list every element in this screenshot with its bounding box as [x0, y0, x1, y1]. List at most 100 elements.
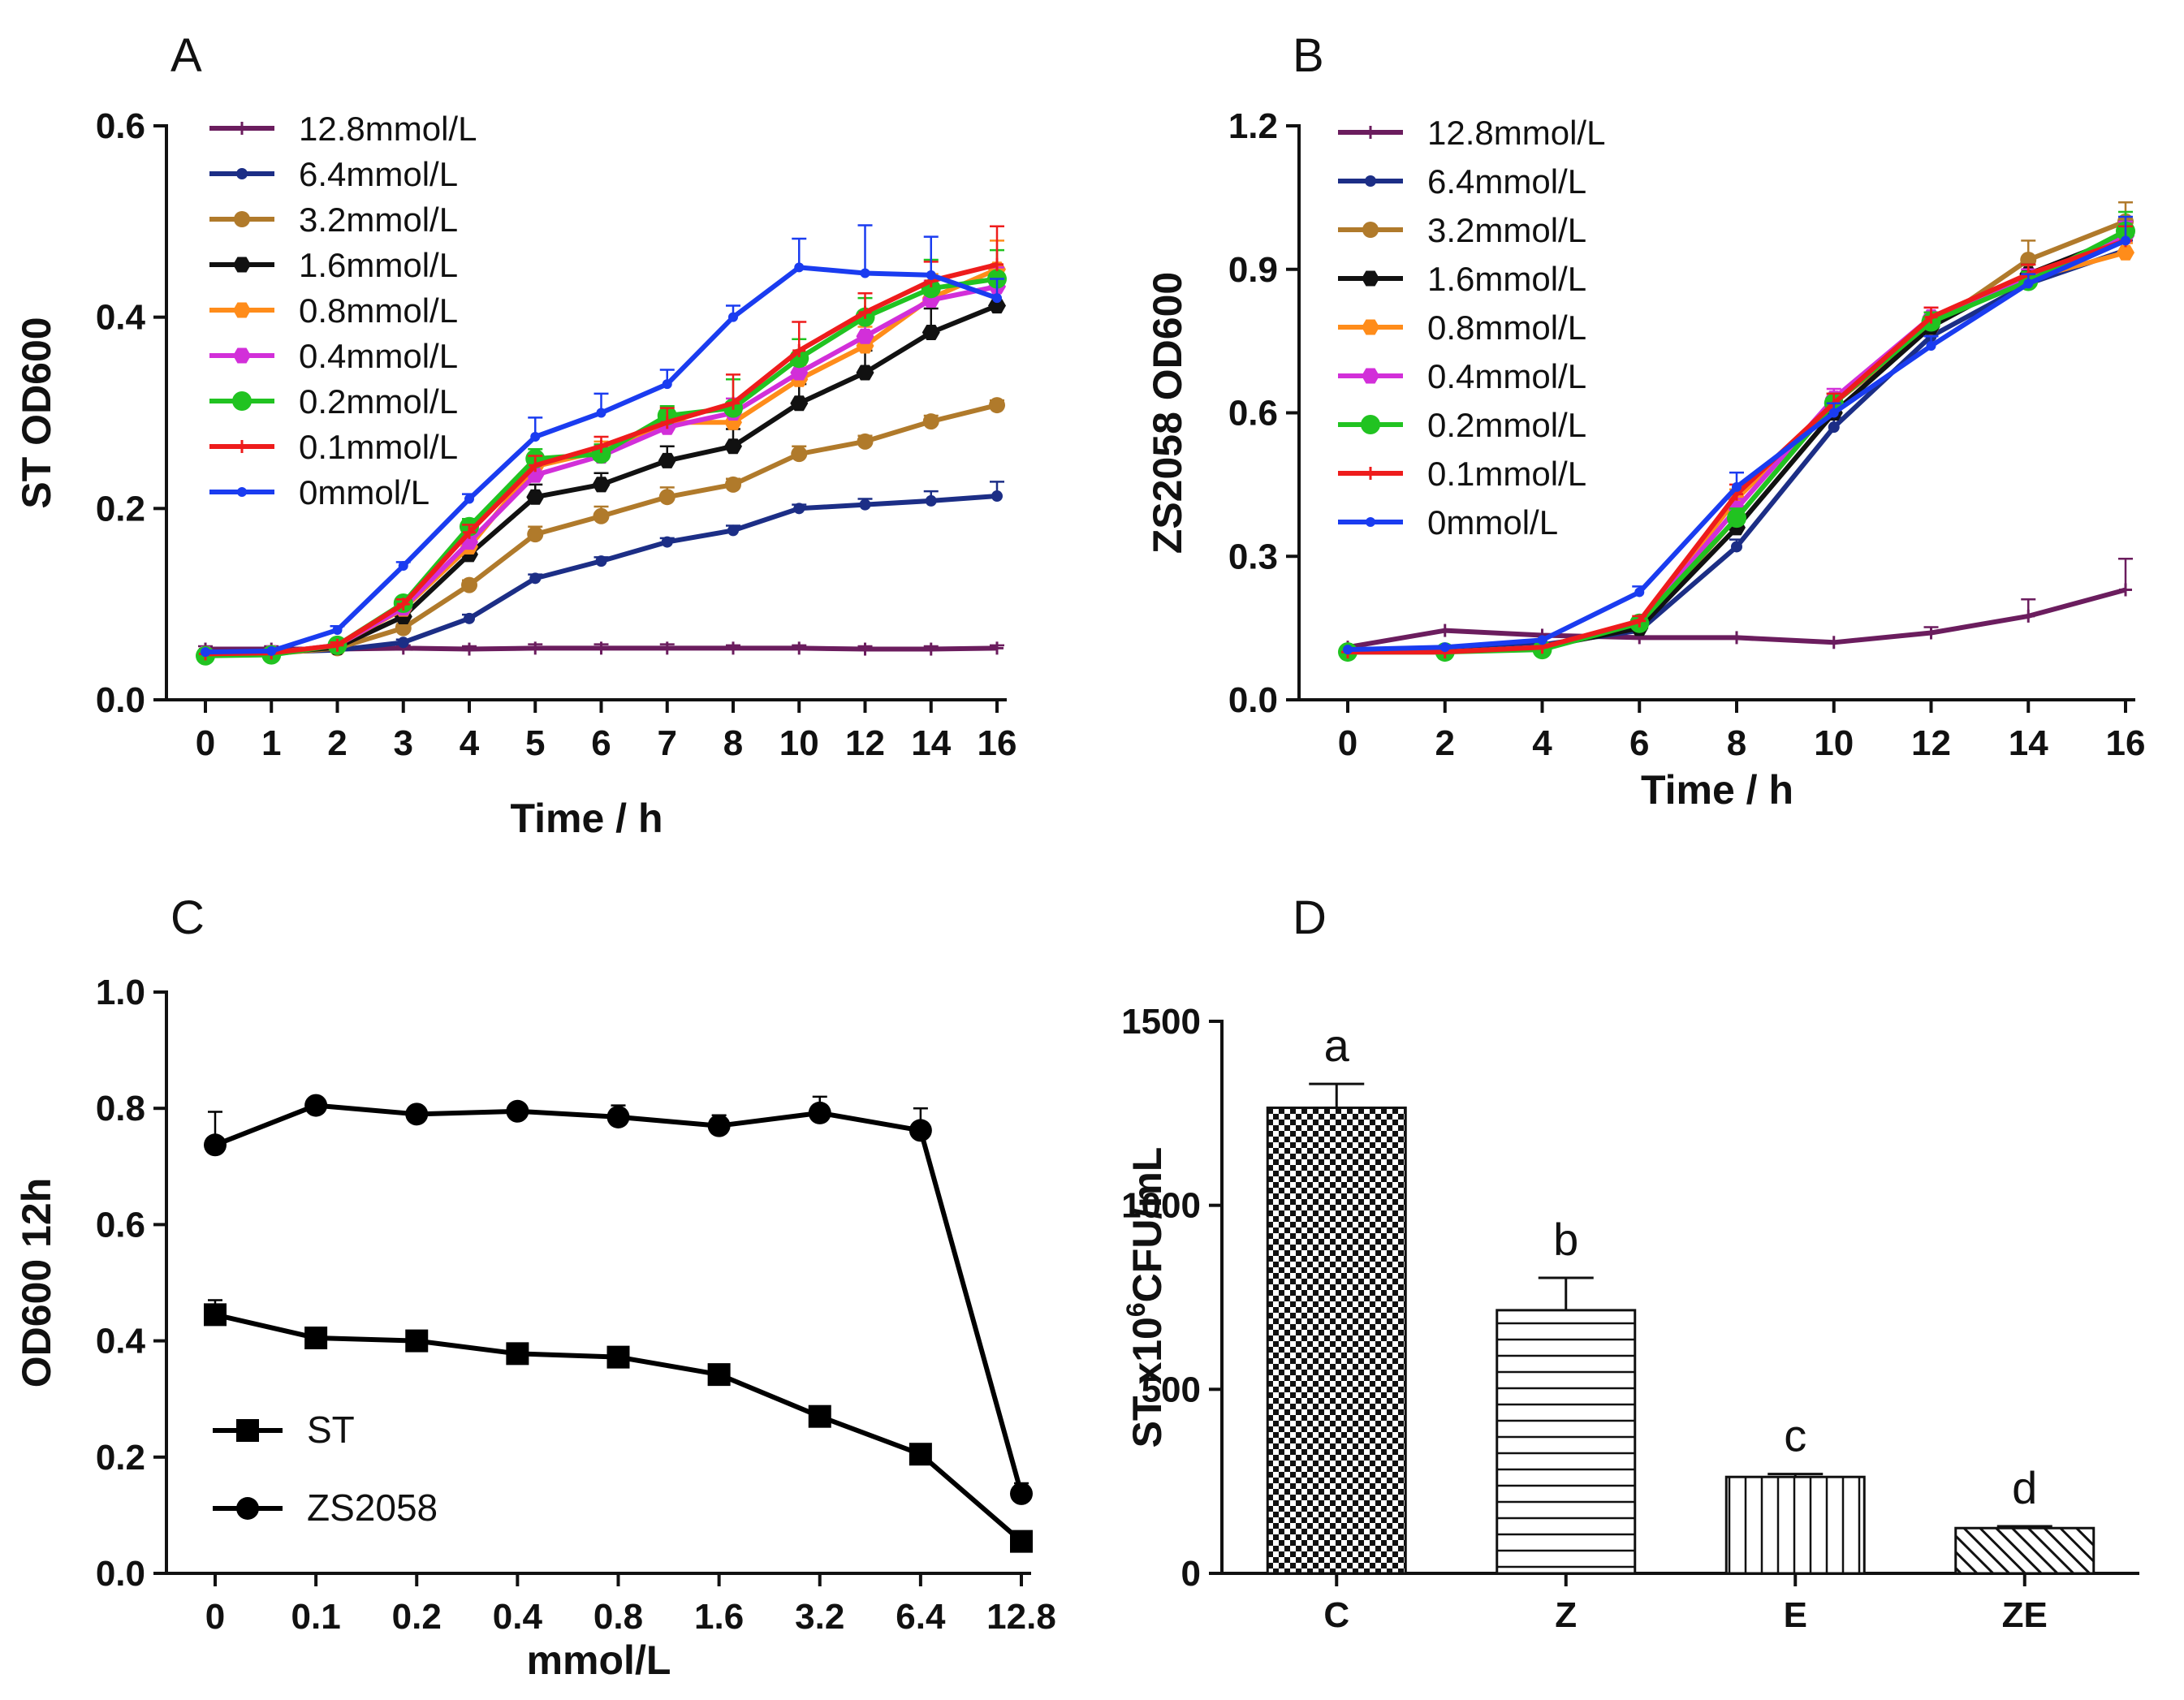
x-tick-label: 14 [911, 723, 951, 763]
marker-circle [237, 487, 247, 497]
y-tick-label: 1500 [1121, 1002, 1201, 1042]
marker-circle [1537, 635, 1547, 645]
x-tick-label: 7 [658, 723, 677, 763]
marker-circle [236, 168, 248, 179]
x-tick-label: 12 [1911, 723, 1951, 763]
x-tick-label: 6 [591, 723, 611, 763]
panel-letter: C [170, 891, 205, 944]
marker-circle [1365, 175, 1376, 187]
series-line [1348, 238, 2126, 655]
series-0mmol-L [201, 224, 1004, 658]
marker-circle [857, 433, 874, 450]
x-tick-label: 2 [327, 723, 347, 763]
series-12-8mmol-L [1341, 557, 2133, 654]
marker-hexagon [592, 477, 611, 493]
marker-circle [1343, 645, 1353, 655]
x-tick-label: 0 [1338, 723, 1357, 763]
marker-circle [1727, 508, 1746, 529]
legend-label: ZS2058 [307, 1486, 438, 1529]
marker-hexagon [724, 438, 742, 455]
marker-circle [2121, 235, 2130, 246]
x-axis-title: Time / h [510, 796, 663, 841]
marker-square [236, 1419, 259, 1442]
marker-circle [606, 1105, 630, 1128]
marker-circle [266, 645, 277, 656]
marker-circle [530, 431, 541, 442]
significance-letter: b [1553, 1214, 1578, 1265]
x-axis-title: mmol/L [527, 1637, 671, 1683]
legend-label: 0.4mmol/L [299, 337, 458, 375]
y-tick-label: 0.4 [96, 1322, 146, 1361]
y-tick-label: 0.6 [1228, 394, 1278, 434]
x-tick-label: 6.4 [896, 1597, 946, 1637]
marker-circle [794, 262, 805, 273]
y-axis-title-unit: CFU/mL [1124, 1147, 1170, 1303]
marker-circle [728, 312, 738, 322]
y-axis-title: ST x106CFU/mL [1121, 1147, 1170, 1448]
marker-circle [808, 1101, 831, 1124]
marker-circle [793, 503, 805, 515]
x-tick-label: 1.6 [694, 1597, 744, 1637]
series-6-4mmol-L [1342, 239, 2133, 658]
legend-label: 3.2mmol/L [1427, 211, 1586, 249]
series-0-1mmol-L [1341, 225, 2133, 659]
y-tick-label: 0.3 [1228, 537, 1278, 576]
marker-circle [236, 1497, 259, 1520]
marker-circle [2023, 278, 2034, 289]
marker-circle [595, 555, 607, 567]
y-tick-label: 0.2 [96, 489, 145, 529]
legend-label: 6.4mmol/L [1427, 162, 1586, 201]
marker-circle [464, 494, 474, 504]
marker-circle [989, 397, 1005, 414]
marker-hexagon [922, 325, 940, 340]
marker-circle [234, 211, 250, 227]
x-tick-label: 3.2 [795, 1597, 844, 1637]
x-tick-label: 5 [525, 723, 545, 763]
marker-circle [332, 624, 343, 635]
legend-label: 0.1mmol/L [1427, 455, 1586, 493]
x-tick-label: 16 [978, 723, 1017, 763]
marker-circle [1926, 341, 1936, 352]
marker-circle [926, 270, 936, 280]
marker-circle [397, 636, 409, 649]
marker-circle [662, 379, 672, 390]
marker-circle [1010, 1482, 1033, 1505]
marker-square [909, 1443, 932, 1466]
marker-hexagon [526, 489, 545, 505]
x-tick-label: 10 [779, 723, 819, 763]
marker-hexagon [790, 395, 809, 412]
y-tick-label: 0.0 [96, 680, 145, 720]
marker-square [606, 1345, 630, 1369]
x-tick-label: 3 [394, 723, 413, 763]
series-0-8mmol-L [1339, 242, 2134, 660]
legend-label: 0.8mmol/L [299, 291, 458, 330]
x-tick-label: 0.1 [291, 1597, 341, 1637]
y-tick-label: 0.6 [96, 1205, 145, 1245]
marker-square [204, 1303, 227, 1327]
marker-circle [232, 391, 252, 411]
series-0mmol-L [1343, 215, 2133, 655]
legend-label: 0.2mmol/L [299, 382, 458, 421]
marker-circle [991, 490, 1003, 503]
y-tick-label: 0.4 [96, 298, 146, 338]
y-tick-label: 1.0 [96, 973, 145, 1012]
y-tick-label: 0 [1181, 1554, 1201, 1594]
significance-letter: a [1324, 1020, 1350, 1071]
x-tick-label: C [1323, 1595, 1349, 1635]
marker-hexagon [1362, 270, 1379, 287]
legend-label: 12.8mmol/L [299, 110, 477, 148]
x-tick-label: 16 [2106, 723, 2146, 763]
marker-circle [922, 413, 939, 430]
marker-circle [464, 612, 475, 624]
x-tick-label: 12 [845, 723, 885, 763]
legend-label: 0.8mmol/L [1427, 309, 1586, 347]
legend-label: 12.8mmol/L [1427, 114, 1605, 152]
marker-circle [707, 1114, 731, 1137]
y-tick-label: 1.2 [1228, 106, 1278, 146]
panel-letter: D [1293, 891, 1327, 944]
marker-circle [658, 489, 675, 506]
x-tick-label: 14 [2009, 723, 2048, 763]
y-tick-label: 1000 [1121, 1186, 1201, 1226]
panel-letter: B [1293, 29, 1324, 82]
